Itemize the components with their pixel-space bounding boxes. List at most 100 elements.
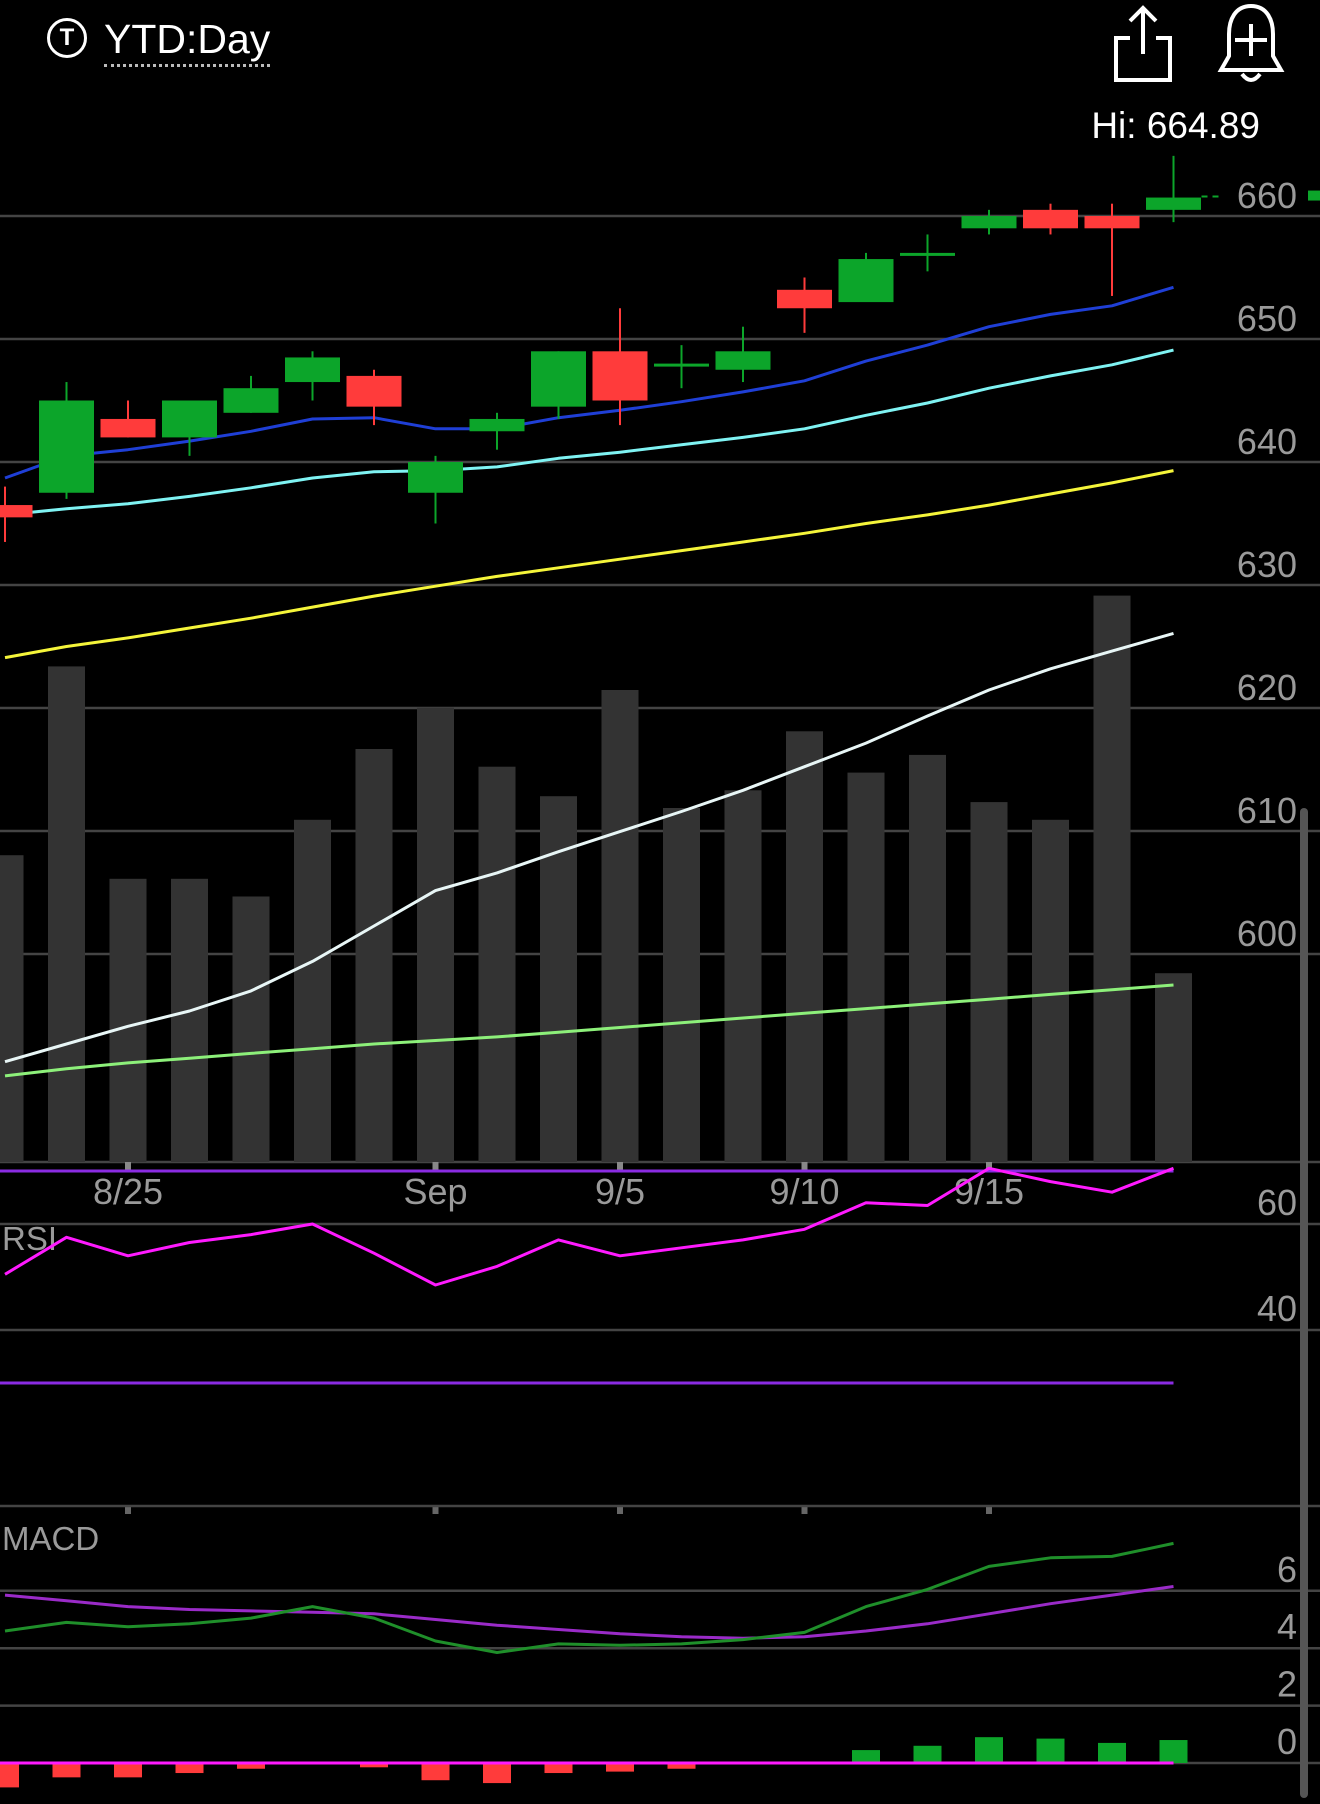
candle-body <box>900 252 955 256</box>
ticker-type-icon: T <box>47 18 87 58</box>
macd-histogram-bar <box>852 1750 880 1763</box>
vertical-scrollbar[interactable] <box>1300 808 1308 1798</box>
macd-histogram-bar <box>544 1763 573 1774</box>
macd-histogram-bar <box>52 1763 81 1778</box>
candle-body <box>223 388 279 413</box>
volume-bar <box>663 808 700 1162</box>
date-tick-mark <box>986 1507 992 1514</box>
volume-bar <box>847 772 885 1162</box>
timeframe-selector[interactable]: YTD:Day <box>104 14 271 67</box>
macd-tick-label: 6 <box>1277 1549 1297 1590</box>
macd-title: MACD <box>2 1520 99 1557</box>
moving-average-line <box>4 469 1174 660</box>
share-icon <box>1114 5 1172 82</box>
date-tick-mark <box>125 1162 131 1170</box>
chart-header: T YTD:Day Hi: 664.89 <box>0 0 1320 146</box>
candle-body <box>777 289 832 309</box>
macd-histogram-bar <box>0 1763 19 1788</box>
date-tick-mark <box>432 1162 439 1170</box>
volume-bar <box>909 754 946 1162</box>
macd-histogram-bar <box>975 1737 1003 1763</box>
macd-histogram-bar <box>483 1763 511 1784</box>
candle-body <box>162 400 217 438</box>
volume-bar <box>0 855 24 1162</box>
rsi-panel: RSI 60 40 <box>0 1166 1320 1508</box>
price-tick-label: 600 <box>1237 913 1297 954</box>
candle-body <box>654 363 709 367</box>
volume-average-line <box>4 983 1174 1078</box>
volume-bar <box>417 707 454 1162</box>
macd-histogram-bar <box>913 1745 942 1763</box>
macd-histogram-bar <box>667 1763 696 1769</box>
volume-bar <box>478 766 516 1162</box>
date-tick-mark <box>801 1507 808 1514</box>
candle-body <box>1023 209 1078 229</box>
date-tick-label: Sep <box>403 1171 467 1212</box>
date-tick-mark <box>801 1162 808 1170</box>
moving-average-line <box>4 348 1174 517</box>
candle-body <box>346 375 402 407</box>
macd-tick-label: 0 <box>1277 1721 1297 1762</box>
rsi-tick-label: 40 <box>1257 1288 1297 1329</box>
rsi-line <box>4 1166 1175 1287</box>
axis-labels: 660 650 640 630 620 610 600 8/25 Sep 9/5 9/10 9/15 <box>93 175 1297 1514</box>
candle-body <box>838 259 894 303</box>
candle-body <box>592 351 648 401</box>
date-tick-mark <box>986 1162 992 1170</box>
volume-bar <box>970 802 1008 1162</box>
macd-histogram-bar <box>237 1763 265 1769</box>
volume-bar <box>232 896 270 1162</box>
macd-line <box>4 1541 1174 1654</box>
candle-body <box>408 462 463 493</box>
date-tick-label: 8/25 <box>93 1171 163 1212</box>
macd-histogram-bar <box>421 1763 450 1781</box>
add-alert-bell-icon <box>1217 3 1285 82</box>
price-tick-label: 620 <box>1237 667 1297 708</box>
date-tick-mark <box>432 1507 439 1514</box>
price-tick-label: 660 <box>1237 175 1297 216</box>
price-tick-label: 610 <box>1237 790 1297 831</box>
macd-panel: MACD 6 4 2 0 <box>0 1520 1320 1788</box>
date-tick-label: 9/15 <box>954 1171 1024 1212</box>
macd-histogram-bar <box>114 1763 142 1778</box>
candle-body <box>1146 197 1201 210</box>
date-tick-label: 9/5 <box>595 1171 645 1212</box>
candle-body <box>100 418 156 438</box>
volume-bar <box>724 790 762 1162</box>
macd-tick-label: 4 <box>1277 1606 1297 1647</box>
date-tick-label: 9/10 <box>769 1171 839 1212</box>
volume-bars <box>0 595 1192 1162</box>
volume-average-line <box>4 631 1174 1064</box>
volume-average-lines <box>4 631 1174 1078</box>
volume-bar <box>1093 595 1131 1162</box>
candlesticks <box>0 155 1320 542</box>
candle-body <box>285 357 340 383</box>
date-tick-mark <box>617 1507 623 1514</box>
price-tick-label: 640 <box>1237 421 1297 462</box>
candle-body <box>469 418 525 432</box>
rsi-title: RSI <box>2 1220 57 1257</box>
price-tick-label: 630 <box>1237 544 1297 585</box>
moving-average-line <box>4 285 1174 480</box>
macd-histogram-bar <box>1036 1738 1065 1763</box>
candle-body <box>961 216 1017 229</box>
volume-bar <box>171 878 208 1162</box>
candle-body <box>531 351 586 407</box>
share-button[interactable] <box>1110 2 1178 86</box>
volume-bar <box>355 749 393 1162</box>
volume-bar <box>109 878 147 1162</box>
price-moving-averages <box>4 285 1174 660</box>
macd-signal-line <box>4 1585 1174 1640</box>
macd-histogram-bar <box>360 1763 388 1768</box>
macd-tick-label: 2 <box>1277 1664 1297 1705</box>
date-tick-mark <box>617 1162 623 1170</box>
macd-histogram-bar <box>175 1763 204 1774</box>
rsi-tick-label: 60 <box>1257 1182 1297 1223</box>
volume-bar <box>294 819 331 1162</box>
candle-body <box>715 351 771 370</box>
macd-histogram-bar <box>1159 1740 1188 1763</box>
price-tick-label: 650 <box>1237 298 1297 339</box>
add-alert-button[interactable] <box>1215 0 1287 86</box>
last-price-marker <box>1308 190 1320 201</box>
